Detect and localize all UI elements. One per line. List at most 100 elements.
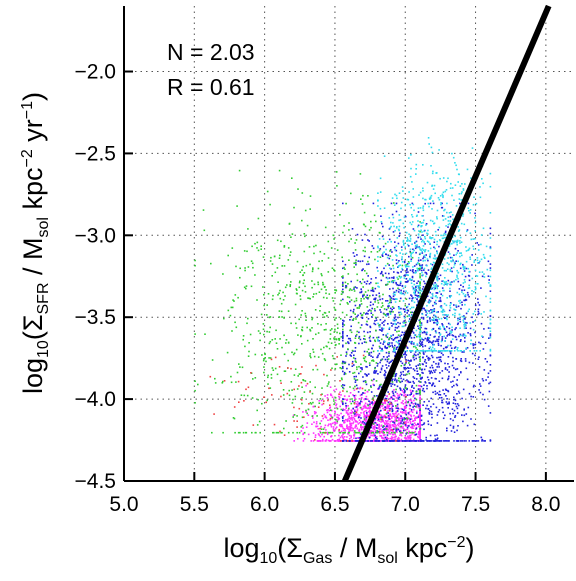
- point: [415, 173, 417, 175]
- point: [384, 399, 387, 401]
- point: [401, 258, 403, 260]
- point: [335, 426, 338, 428]
- point: [415, 357, 417, 360]
- point: [488, 279, 490, 281]
- point: [347, 431, 350, 434]
- point: [434, 390, 437, 393]
- point: [369, 403, 371, 406]
- point: [421, 271, 423, 274]
- point: [329, 419, 331, 421]
- point: [426, 404, 428, 407]
- point: [356, 404, 359, 407]
- y-tick-label-3: −3.0: [75, 224, 116, 247]
- point: [353, 389, 356, 391]
- point: [375, 440, 377, 442]
- point: [345, 355, 347, 357]
- point: [398, 311, 400, 314]
- point: [422, 356, 424, 359]
- point: [426, 321, 429, 324]
- point: [447, 226, 449, 228]
- point: [378, 420, 381, 422]
- point: [432, 361, 435, 363]
- point: [247, 386, 250, 389]
- point: [407, 245, 410, 247]
- point: [350, 355, 352, 357]
- point: [456, 379, 458, 381]
- point: [420, 415, 423, 417]
- point: [358, 398, 361, 400]
- point: [439, 326, 441, 328]
- point: [447, 378, 449, 381]
- point: [397, 424, 400, 427]
- point: [413, 425, 415, 427]
- point: [323, 346, 325, 349]
- point: [404, 436, 407, 439]
- point: [451, 214, 454, 216]
- point: [427, 241, 430, 243]
- point: [415, 215, 418, 217]
- point: [416, 282, 418, 284]
- point: [334, 410, 336, 413]
- point: [315, 244, 317, 247]
- point: [379, 432, 381, 435]
- point: [276, 348, 279, 350]
- point: [392, 293, 395, 295]
- point: [454, 162, 456, 164]
- point: [430, 146, 433, 149]
- point: [394, 344, 396, 347]
- point: [441, 193, 444, 196]
- point: [387, 314, 389, 316]
- point: [455, 440, 458, 442]
- point: [417, 403, 419, 406]
- point: [377, 302, 380, 304]
- point: [387, 312, 389, 315]
- point: [386, 283, 389, 285]
- point: [399, 252, 401, 254]
- point: [347, 409, 349, 412]
- point: [434, 192, 436, 195]
- point: [426, 312, 429, 315]
- point: [432, 265, 435, 268]
- point: [462, 213, 465, 215]
- point: [409, 394, 411, 396]
- point: [389, 400, 391, 403]
- point: [455, 405, 458, 408]
- point: [451, 408, 454, 410]
- point: [419, 336, 421, 339]
- point: [353, 308, 355, 311]
- point: [304, 235, 306, 238]
- point: [419, 406, 421, 408]
- point: [369, 364, 371, 366]
- point: [418, 431, 420, 433]
- point: [404, 274, 406, 276]
- point: [422, 352, 425, 355]
- point: [342, 417, 344, 420]
- point: [433, 184, 436, 187]
- point: [433, 262, 435, 264]
- point: [435, 322, 438, 324]
- point: [454, 328, 456, 331]
- point: [368, 352, 370, 355]
- point: [354, 381, 357, 383]
- point: [373, 378, 375, 381]
- point: [302, 265, 304, 268]
- point: [459, 202, 461, 205]
- point: [368, 309, 371, 311]
- point: [411, 384, 414, 387]
- point: [384, 406, 386, 408]
- point: [412, 287, 415, 289]
- point: [368, 337, 371, 339]
- point: [375, 422, 377, 425]
- point: [349, 337, 351, 340]
- point: [393, 425, 396, 428]
- point: [342, 408, 344, 410]
- point: [342, 332, 344, 335]
- point: [336, 420, 339, 423]
- point: [389, 409, 391, 412]
- point: [331, 438, 334, 441]
- point: [340, 440, 342, 442]
- point: [431, 366, 434, 369]
- point: [421, 250, 423, 253]
- point: [408, 262, 410, 264]
- point: [454, 235, 456, 238]
